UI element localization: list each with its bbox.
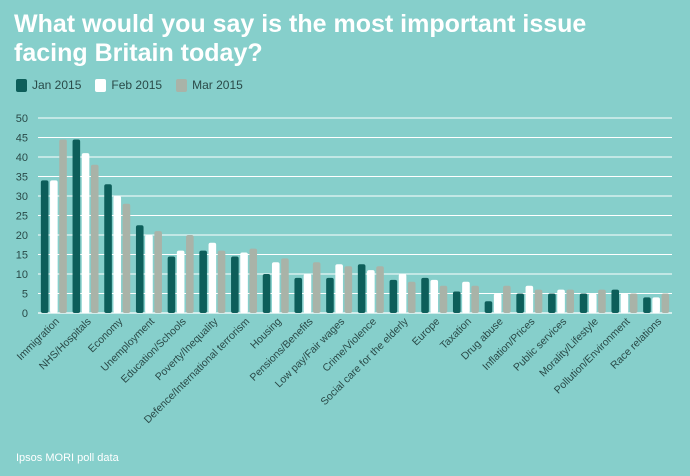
bar-race-relations-mar-2015 (661, 293, 670, 313)
bar-taxation-feb-2015 (462, 281, 470, 313)
y-tick-label-40: 40 (16, 152, 28, 164)
bar-housing-mar-2015 (281, 258, 289, 313)
bar-immigration-mar-2015 (59, 139, 67, 313)
bar-immigration-jan-2015 (40, 180, 49, 313)
bar-unemployment-mar-2015 (154, 231, 162, 313)
bar-inflation-prices-jan-2015 (516, 293, 524, 313)
bar-morality-lifestyle-mar-2015 (598, 289, 606, 313)
bar-inflation-prices-feb-2015 (525, 285, 534, 313)
y-tick-label-20: 20 (16, 230, 28, 242)
y-tick-label-35: 35 (16, 172, 28, 184)
legend-swatch-jan-2015 (16, 78, 27, 92)
y-tick-label-0: 0 (22, 308, 28, 320)
bar-pollution-environment-feb-2015 (620, 293, 629, 313)
bar-social-care-for-the-elderly-jan-2015 (389, 279, 398, 313)
bar-low-pay-fair-wages-mar-2015 (344, 266, 353, 313)
bar-public-services-feb-2015 (557, 289, 565, 313)
bar-defence-international-terrorism-feb-2015 (240, 252, 248, 313)
bar-education-schools-mar-2015 (186, 235, 194, 313)
legend: Jan 2015 Feb 2015 Mar 2015 (16, 78, 257, 92)
chart-title: What would you say is the most important… (14, 10, 587, 67)
legend-swatch-feb-2015 (95, 78, 107, 92)
bar-nhs-hospitals-mar-2015 (90, 164, 99, 313)
legend-item-jan-2015: Jan 2015 (16, 78, 81, 92)
bar-defence-international-terrorism-jan-2015 (231, 256, 239, 313)
bar-social-care-for-the-elderly-feb-2015 (398, 274, 407, 313)
bar-education-schools-feb-2015 (176, 250, 185, 313)
bar-nhs-hospitals-feb-2015 (81, 153, 90, 313)
bar-low-pay-fair-wages-jan-2015 (326, 277, 334, 313)
bar-economy-feb-2015 (113, 196, 122, 313)
bar-pensions-benefits-mar-2015 (312, 262, 321, 313)
bar-crime-violence-feb-2015 (367, 270, 375, 313)
y-tick-label-10: 10 (16, 269, 28, 281)
y-tick-label-15: 15 (16, 250, 28, 262)
bar-race-relations-jan-2015 (643, 297, 651, 313)
y-tick-label-5: 5 (22, 289, 28, 301)
y-tick-label-50: 50 (16, 113, 28, 125)
bar-pensions-benefits-jan-2015 (294, 277, 303, 313)
bar-inflation-prices-mar-2015 (534, 289, 543, 313)
bar-low-pay-fair-wages-feb-2015 (335, 264, 343, 313)
legend-label-feb-2015: Feb 2015 (111, 78, 163, 92)
legend-item-mar-2015: Mar 2015 (176, 78, 243, 92)
bar-poverty-inequality-mar-2015 (217, 250, 226, 313)
legend-label-mar-2015: Mar 2015 (192, 78, 243, 92)
bar-public-services-jan-2015 (548, 293, 556, 313)
bar-crime-violence-jan-2015 (357, 264, 366, 313)
y-tick-label-30: 30 (16, 191, 28, 203)
bar-morality-lifestyle-feb-2015 (588, 293, 597, 313)
legend-item-feb-2015: Feb 2015 (95, 78, 162, 92)
bar-unemployment-jan-2015 (135, 225, 144, 313)
bar-europe-jan-2015 (421, 277, 429, 313)
bar-social-care-for-the-elderly-mar-2015 (407, 281, 416, 313)
bar-drug-abuse-feb-2015 (493, 293, 502, 313)
bar-housing-jan-2015 (262, 274, 271, 313)
bar-unemployment-feb-2015 (145, 235, 153, 313)
bar-europe-mar-2015 (439, 285, 448, 313)
bar-housing-feb-2015 (271, 262, 280, 313)
bar-economy-jan-2015 (104, 184, 112, 313)
bar-taxation-jan-2015 (452, 291, 461, 313)
y-tick-label-45: 45 (16, 133, 28, 145)
bar-drug-abuse-jan-2015 (484, 301, 493, 313)
legend-label-jan-2015: Jan 2015 (32, 78, 82, 92)
bar-defence-international-terrorism-mar-2015 (249, 248, 258, 313)
bar-taxation-mar-2015 (471, 285, 479, 313)
bar-europe-feb-2015 (430, 279, 439, 313)
bar-economy-mar-2015 (122, 203, 131, 313)
bar-morality-lifestyle-jan-2015 (579, 293, 588, 313)
bar-pollution-environment-mar-2015 (629, 293, 638, 313)
legend-swatch-mar-2015 (176, 78, 188, 92)
bar-drug-abuse-mar-2015 (503, 285, 511, 313)
bar-poverty-inequality-feb-2015 (208, 242, 217, 313)
y-tick-label-25: 25 (16, 211, 28, 223)
bar-race-relations-feb-2015 (652, 297, 660, 313)
bar-poverty-inequality-jan-2015 (199, 250, 207, 313)
bar-education-schools-jan-2015 (167, 256, 176, 313)
bar-public-services-mar-2015 (566, 289, 575, 313)
bar-crime-violence-mar-2015 (376, 266, 384, 313)
source-note: Ipsos MORI poll data (16, 452, 119, 464)
bar-immigration-feb-2015 (50, 180, 58, 313)
bar-pensions-benefits-feb-2015 (303, 274, 312, 313)
bar-pollution-environment-jan-2015 (611, 289, 620, 313)
bar-nhs-hospitals-jan-2015 (72, 139, 81, 313)
